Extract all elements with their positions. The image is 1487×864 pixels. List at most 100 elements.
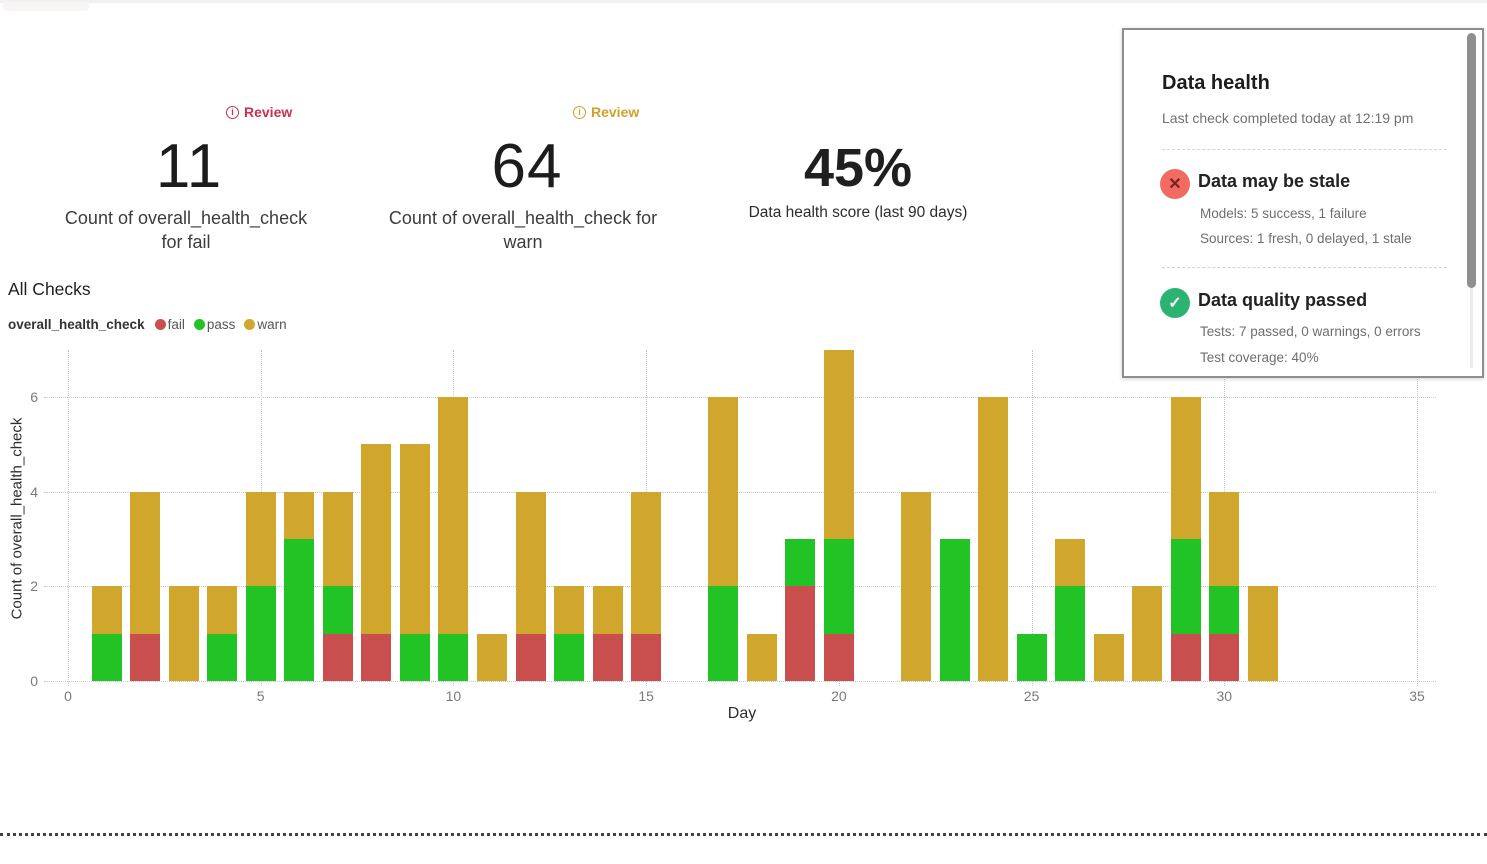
bar-day-15[interactable]	[631, 491, 662, 681]
x-axis-title: Day	[727, 705, 757, 722]
check-circle-icon: ✓	[1160, 288, 1190, 318]
bar-segment-warn[interactable]	[554, 586, 585, 634]
x-tick-label: 30	[1216, 688, 1233, 704]
bar-segment-fail[interactable]	[130, 633, 161, 681]
bar-segment-warn[interactable]	[1093, 633, 1124, 681]
x-gridline	[1031, 350, 1033, 686]
bar-segment-warn[interactable]	[361, 444, 392, 634]
bar-segment-warn[interactable]	[438, 397, 469, 634]
bar-segment-warn[interactable]	[1247, 586, 1278, 681]
bar-segment-pass[interactable]	[708, 586, 739, 681]
bar-day-9[interactable]	[399, 444, 430, 681]
bar-segment-warn[interactable]	[477, 633, 507, 681]
bar-day-26[interactable]	[1055, 539, 1086, 681]
bar-day-11[interactable]	[477, 633, 507, 681]
bar-segment-pass[interactable]	[939, 539, 970, 681]
bar-segment-warn[interactable]	[284, 491, 315, 539]
review-badge-fail[interactable]: Review	[226, 103, 292, 121]
bar-day-31[interactable]	[1247, 586, 1278, 681]
x-tick-label: 15	[638, 688, 654, 704]
bar-segment-warn[interactable]	[631, 491, 662, 634]
status-title-quality: Data quality passed	[1198, 290, 1368, 310]
review-badge-warn[interactable]: Review	[573, 103, 639, 121]
bar-segment-pass[interactable]	[207, 633, 238, 681]
bar-segment-warn[interactable]	[207, 586, 238, 634]
bar-day-27[interactable]	[1093, 633, 1124, 681]
bar-segment-warn[interactable]	[978, 397, 1008, 681]
top-edge-divider	[0, 0, 1487, 3]
bar-segment-warn[interactable]	[746, 633, 777, 681]
bar-segment-warn[interactable]	[592, 586, 623, 634]
bar-segment-warn[interactable]	[1170, 397, 1201, 539]
bar-day-28[interactable]	[1132, 586, 1163, 681]
bar-day-19[interactable]	[785, 539, 816, 681]
bar-segment-fail[interactable]	[592, 633, 623, 681]
kpi-label-warn: Count of overall_health_check for warn	[388, 208, 658, 252]
bar-day-20[interactable]	[823, 349, 854, 681]
bar-segment-warn[interactable]	[245, 491, 276, 587]
bar-segment-warn[interactable]	[900, 491, 931, 681]
bar-day-23[interactable]	[939, 539, 970, 681]
bar-segment-warn[interactable]	[823, 349, 854, 539]
bar-day-1[interactable]	[91, 586, 122, 681]
bar-day-5[interactable]	[245, 491, 276, 681]
bar-segment-pass[interactable]	[1016, 633, 1047, 681]
bar-segment-fail[interactable]	[785, 586, 816, 681]
bar-segment-fail[interactable]	[823, 633, 854, 681]
x-tick-label: 10	[445, 688, 462, 704]
bar-segment-fail[interactable]	[322, 633, 353, 681]
bar-segment-warn[interactable]	[515, 491, 546, 634]
bar-day-6[interactable]	[284, 491, 315, 681]
bar-segment-fail[interactable]	[1209, 633, 1240, 681]
bar-segment-warn[interactable]	[1132, 586, 1163, 681]
bar-segment-warn[interactable]	[168, 586, 199, 681]
bar-day-22[interactable]	[900, 491, 931, 681]
bar-segment-pass[interactable]	[1209, 586, 1240, 634]
bar-segment-fail[interactable]	[515, 633, 546, 681]
bar-segment-pass[interactable]	[322, 586, 353, 634]
section-title: All Checks	[8, 279, 91, 299]
bar-segment-warn[interactable]	[1209, 491, 1240, 587]
y-tick-label: 2	[30, 578, 38, 595]
bar-day-30[interactable]	[1209, 491, 1240, 681]
bar-segment-pass[interactable]	[245, 586, 276, 681]
bar-segment-warn[interactable]	[399, 444, 430, 634]
bar-segment-warn[interactable]	[130, 491, 161, 634]
bar-segment-pass[interactable]	[823, 538, 854, 634]
bar-day-4[interactable]	[207, 586, 238, 681]
bar-day-24[interactable]	[978, 397, 1008, 681]
bar-day-25[interactable]	[1016, 633, 1047, 681]
y-tick-label: 0	[30, 673, 38, 689]
bar-segment-pass[interactable]	[1055, 586, 1086, 681]
bar-segment-warn[interactable]	[91, 586, 122, 634]
bar-day-10[interactable]	[438, 397, 469, 681]
bar-segment-pass[interactable]	[438, 633, 469, 681]
bar-segment-pass[interactable]	[554, 633, 585, 681]
bar-segment-warn[interactable]	[322, 491, 353, 587]
bar-segment-pass[interactable]	[399, 633, 430, 681]
x-tick-label: 0	[64, 688, 72, 704]
bar-day-17[interactable]	[708, 397, 739, 681]
bar-day-14[interactable]	[592, 586, 623, 681]
panel-scrollbar-thumb[interactable]	[1467, 33, 1476, 288]
bar-day-3[interactable]	[168, 586, 199, 681]
bar-day-2[interactable]	[130, 491, 161, 681]
bar-day-29[interactable]	[1170, 397, 1201, 681]
bar-segment-warn[interactable]	[1055, 539, 1086, 587]
bar-segment-fail[interactable]	[631, 633, 662, 681]
bar-segment-fail[interactable]	[1170, 633, 1201, 681]
legend-item-warn[interactable]: warn	[244, 317, 287, 332]
bar-segment-pass[interactable]	[1170, 539, 1201, 634]
bar-segment-pass[interactable]	[785, 539, 816, 587]
bar-day-8[interactable]	[361, 444, 392, 681]
bar-segment-pass[interactable]	[91, 633, 122, 681]
bar-day-13[interactable]	[554, 586, 585, 681]
bar-day-7[interactable]	[322, 491, 353, 681]
bar-segment-warn[interactable]	[708, 397, 739, 587]
bar-day-12[interactable]	[515, 491, 546, 681]
bar-segment-fail[interactable]	[361, 633, 392, 681]
bar-segment-pass[interactable]	[284, 538, 315, 681]
legend-item-fail[interactable]: fail	[154, 317, 185, 332]
bar-day-18[interactable]	[746, 633, 777, 681]
legend-item-pass[interactable]: pass	[193, 317, 235, 332]
